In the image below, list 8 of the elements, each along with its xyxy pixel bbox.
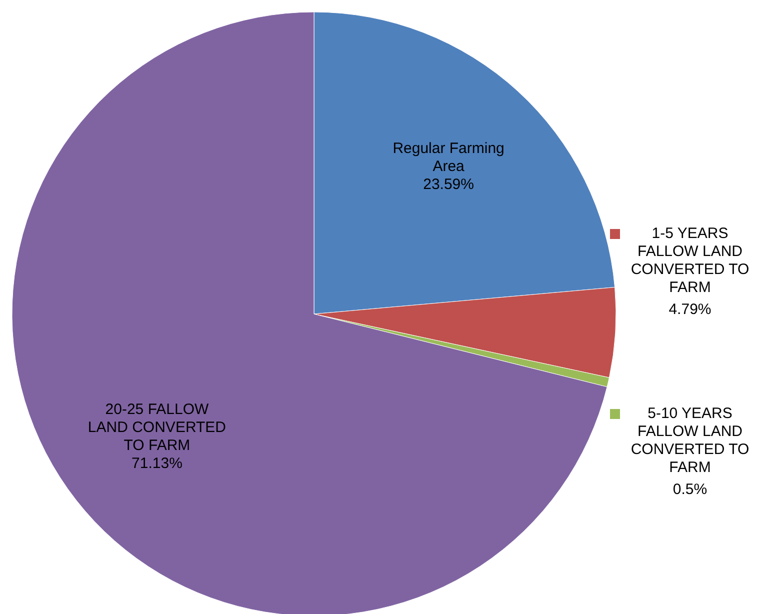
- legend-label: 1-5 YEARS FALLOW LAND CONVERTED TO FARM: [630, 224, 750, 296]
- slice-label: Regular Farming Area: [392, 140, 504, 175]
- slice-label: 20-25 FALLOW LAND CONVERTED TO FARM: [88, 400, 226, 454]
- data-label: 4.79%: [668, 300, 712, 318]
- data-label: 23.59%: [423, 176, 474, 193]
- legend-label: 5-10 YEARS FALLOW LAND CONVERTED TO FARM: [630, 404, 750, 476]
- data-label: 71.13%: [132, 454, 182, 472]
- data-label: 0.5%: [672, 480, 708, 498]
